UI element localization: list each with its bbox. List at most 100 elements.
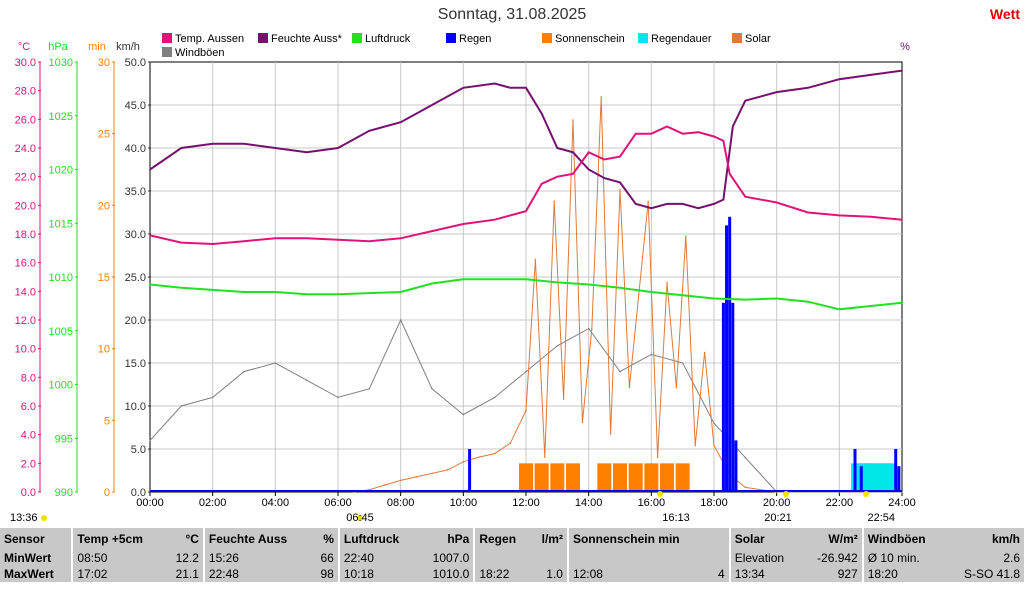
sun-events: 13:36 06:45 16:13 20:21 22:54	[10, 491, 895, 524]
regen-bar	[725, 225, 729, 492]
stats-cell-value: 1007.0	[432, 551, 470, 565]
stats-header-unit: °C	[185, 532, 199, 546]
temp-aussen-point	[603, 158, 606, 161]
temp-aussen-point	[540, 183, 543, 185]
temp-aussen-point	[681, 132, 684, 135]
min-tick-label: 25	[98, 129, 110, 141]
stats-header-cell: Sensor	[4, 532, 45, 546]
legend-label: Sonnenschein	[555, 33, 625, 45]
unit-label-0: °C	[18, 41, 30, 53]
temp-aussen-point	[666, 125, 668, 128]
legend-label: Temp. Aussen	[175, 33, 244, 45]
kmh-tick-label: 35.0	[125, 186, 146, 198]
x-tick-label: 22:00	[826, 497, 854, 509]
legend-swatch	[446, 33, 456, 43]
solar-point	[685, 235, 687, 238]
temp-tick-label: 0.0	[21, 487, 36, 499]
feuchte-auss-point	[901, 69, 903, 72]
stats-cell-time: 22:48	[202, 566, 312, 582]
x-tick-label: 12:00	[512, 497, 540, 509]
solar-point	[656, 456, 659, 458]
stats-header-unit	[710, 528, 729, 550]
sun-icon	[783, 491, 789, 497]
solar-point	[591, 328, 593, 331]
luftdruck-point	[713, 297, 715, 300]
feuchte-auss-point	[399, 121, 402, 123]
feuchte-auss-point	[587, 168, 590, 171]
stats-cell-value: 927	[837, 567, 858, 581]
feuchte-auss-point	[869, 74, 872, 76]
kmh-tick-label: 30.0	[125, 229, 146, 241]
temp-aussen-point	[525, 210, 527, 212]
solar-point	[509, 442, 512, 444]
stats-header-cell: Temp +5cm	[71, 528, 165, 550]
windb-en-point	[399, 319, 402, 321]
solar-point	[493, 452, 496, 455]
hpa-tick-label: 1020	[49, 165, 73, 177]
windb-en-point	[681, 362, 684, 364]
temp-aussen-point	[619, 155, 621, 158]
solar-point	[525, 409, 527, 412]
legend-label: Solar	[745, 33, 771, 45]
feuchte-auss-point	[211, 142, 214, 145]
stats-row: MaxWert 17:02 21.1 22:48 98 10:18 1010.0 18:22 1…	[0, 566, 1024, 582]
legend-label: Regendauer	[651, 33, 712, 45]
luftdruck-point	[431, 282, 433, 285]
regen-bar	[731, 302, 735, 492]
luftdruck-point	[775, 297, 778, 300]
feuchte-auss-point	[149, 168, 151, 171]
solar-point	[703, 351, 706, 354]
sun-icon	[357, 515, 363, 521]
luftdruck-point	[744, 298, 747, 301]
hpa-tick-label: 1015	[49, 218, 73, 230]
x-tick-label: 08:00	[387, 497, 415, 509]
stats-cell-time: Elevation	[728, 550, 802, 566]
feuchte-auss-point	[274, 147, 277, 149]
regen-bar	[894, 449, 898, 492]
hpa-tick-label: 1000	[49, 380, 73, 392]
stats-cell-time: 12:08	[566, 566, 711, 582]
temp-aussen-point	[722, 140, 725, 142]
temp-tick-label: 30.0	[15, 57, 36, 69]
feuchte-auss-point	[180, 147, 183, 149]
windb-en-point	[337, 396, 339, 399]
luftdruck-point	[149, 283, 151, 286]
solar-point	[446, 469, 449, 471]
solar-point	[415, 476, 418, 478]
feuchte-auss-point	[556, 147, 559, 149]
temp-aussen-point	[587, 151, 590, 154]
solar-line	[353, 96, 777, 493]
sun-icon	[41, 515, 47, 521]
windb-en-point	[211, 396, 214, 399]
sonnenschein-bar	[550, 463, 565, 492]
kmh-tick-label: 20.0	[125, 315, 146, 327]
brand-label: Wett	[989, 6, 1020, 22]
stats-cell-time	[566, 550, 711, 566]
temp-aussen-point	[149, 234, 151, 237]
luftdruck-point	[305, 293, 308, 296]
temp-tick-label: 22.0	[15, 172, 36, 184]
regendauer-bar	[882, 463, 897, 492]
feuchte-auss-point	[666, 203, 668, 205]
hpa-tick-label: 990	[55, 487, 73, 499]
temp-tick-label: 2.0	[21, 458, 36, 470]
legend: Temp. Aussen Feuchte Auss* Luftdruck Regen S…	[162, 33, 771, 59]
windb-en-point	[525, 370, 527, 373]
stats-table: Sensor Temp +5cm °C Feuchte Auss% Luftdruck h…	[0, 528, 1024, 582]
feuchte-auss-point	[634, 203, 637, 205]
windb-en-point	[462, 413, 465, 416]
luftdruck-point	[211, 289, 214, 291]
stats-row-label: MinWert	[4, 551, 52, 565]
solar-point	[638, 293, 640, 296]
windb-en-point	[305, 379, 308, 382]
feuchte-auss-point	[305, 151, 308, 154]
x-tick-label: 02:00	[199, 497, 227, 509]
windb-en-point	[619, 370, 621, 373]
temp-aussen-point	[634, 132, 637, 135]
solar-point	[478, 456, 480, 458]
windb-en-point	[149, 439, 151, 442]
temp-tick-label: 16.0	[15, 258, 36, 270]
kmh-tick-label: 50.0	[125, 57, 146, 69]
unit-label-3: km/h	[116, 41, 140, 53]
min-tick-label: 15	[98, 272, 110, 284]
